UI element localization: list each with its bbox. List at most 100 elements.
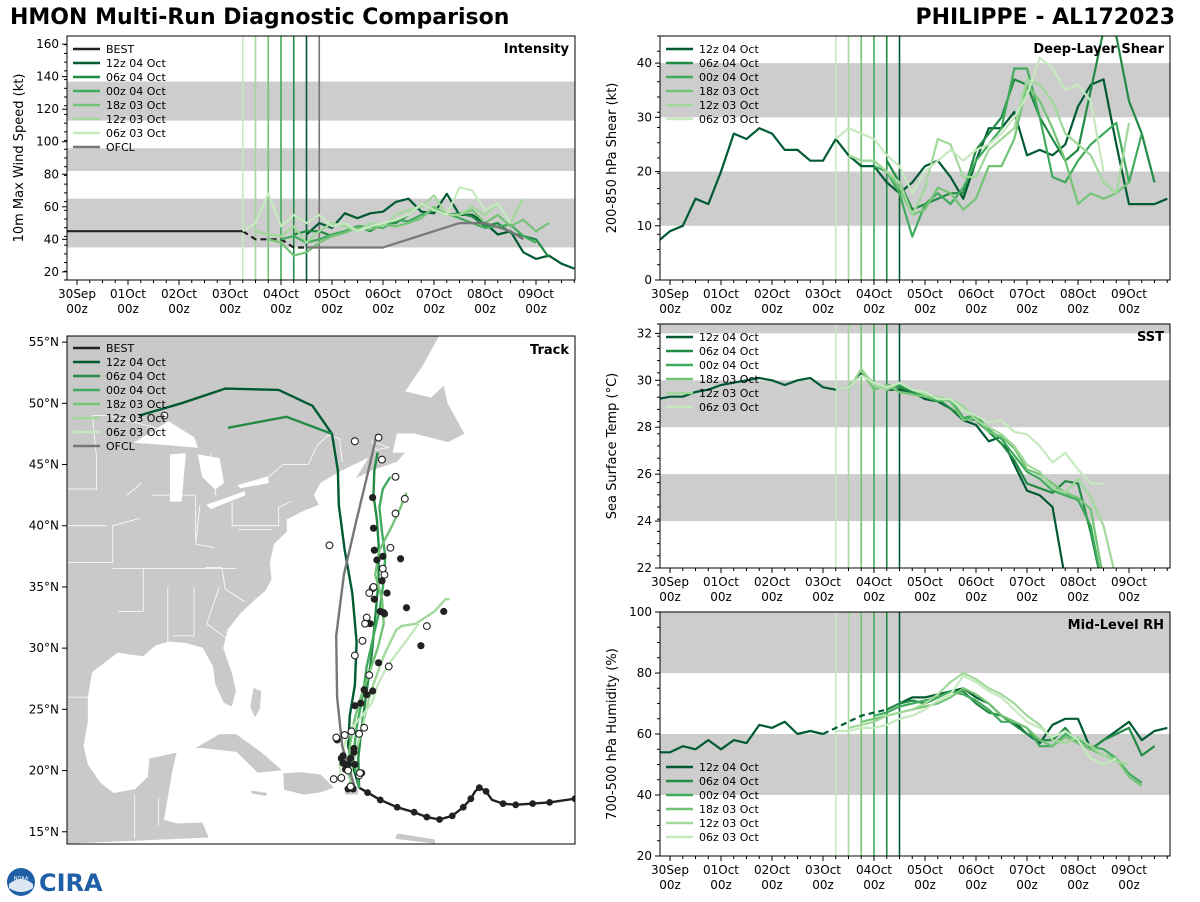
sst-xtick-sub: 00z: [863, 590, 885, 604]
shear-xtick-label: 03Oct: [805, 287, 841, 301]
shear-title: Deep-Layer Shear: [1033, 42, 1164, 57]
track-forecast-point-filled: [350, 748, 358, 756]
sst-ytick-label: 28: [637, 420, 652, 434]
border-line: [205, 567, 246, 602]
intensity-ytick-label: 160: [36, 37, 59, 51]
sst-band-2: [660, 324, 1170, 334]
sst-legend-label: 12z 04 Oct: [699, 331, 759, 344]
track-best-point: [482, 787, 490, 795]
rh-series-00z-04-oct: [873, 690, 1143, 784]
rh-xtick-label: 08Oct: [1060, 863, 1096, 877]
sst-title: SST: [1137, 330, 1164, 345]
panel-shear: 01020304030Sep00z01Oct00z02Oct00z03Oct00…: [605, 35, 1171, 316]
lake-4: [237, 476, 269, 489]
intensity-xtick-sub: 00z: [525, 302, 547, 316]
border-line: [263, 434, 343, 482]
rh-xtick-label: 01Oct: [703, 863, 739, 877]
track-forecast-point-open: [361, 619, 369, 628]
sst-band-1: [660, 380, 1170, 428]
lake-0: [133, 421, 198, 448]
track-best-point: [459, 803, 467, 811]
track-forecast-point-open: [160, 411, 169, 420]
track-forecast-point-open: [378, 564, 387, 573]
sst-xtick-label: 05Oct: [907, 575, 943, 589]
rh-legend-label: 06z 04 Oct: [699, 775, 759, 788]
rh-xtick-label: 30Sep: [651, 863, 689, 877]
sst-xtick-label: 03Oct: [805, 575, 841, 589]
track-best-point: [512, 801, 520, 809]
rh-legend-label: 06z 03 Oct: [699, 831, 759, 844]
figure-title-left: HMON Multi-Run Diagnostic Comparison: [10, 5, 510, 30]
track-best-point: [410, 808, 418, 816]
track-lat-tick-label: 35°N: [29, 580, 59, 594]
track-best-point: [499, 800, 507, 808]
sst-xtick-sub: 00z: [1118, 590, 1140, 604]
track-best-point: [448, 812, 456, 820]
track-forecast-point-open: [355, 769, 364, 777]
border-line: [231, 500, 292, 527]
rh-xtick-label: 06Oct: [958, 863, 994, 877]
intensity-ytick-label: 100: [36, 135, 59, 149]
cira-logo: NOAA CIRA: [5, 866, 115, 902]
shear-xtick-sub: 00z: [863, 302, 885, 316]
shear-ytick-label: 20: [637, 165, 652, 179]
rh-legend-label: 12z 03 Oct: [699, 817, 759, 830]
intensity-ylabel: 10m Max Wind Speed (kt): [12, 74, 27, 243]
sst-series-12z-03-oct: [847, 367, 1115, 568]
shear-legend-label: 06z 03 Oct: [699, 113, 759, 126]
track-forecast-point-filled: [369, 687, 377, 695]
border-line: [67, 518, 140, 563]
track-forecast-point-filled: [374, 659, 383, 667]
rh-xtick-sub: 00z: [914, 878, 936, 892]
shear-ylabel: 200-850 hPa Shear (kt): [605, 83, 620, 234]
rh-xtick-sub: 00z: [710, 878, 732, 892]
intensity-xtick-label: 03Oct: [212, 287, 248, 301]
rh-xtick-sub: 00z: [1067, 878, 1089, 892]
track-forecast-point-filled: [380, 609, 388, 617]
rh-xtick-label: 05Oct: [907, 863, 943, 877]
track-best-point: [467, 795, 475, 803]
shear-ytick-label: 40: [637, 56, 652, 70]
shear-xtick-sub: 00z: [812, 302, 834, 316]
sst-xtick-sub: 00z: [761, 590, 783, 604]
track-legend-label: 00z 04 Oct: [106, 384, 166, 397]
rh-legend-label: 00z 04 Oct: [699, 789, 759, 802]
intensity-xtick-label: 01Oct: [110, 287, 146, 301]
intensity-ytick-label: 140: [36, 70, 59, 84]
track-forecast-point-filled: [339, 759, 347, 767]
border-line: [109, 415, 157, 429]
shear-xtick-label: 01Oct: [703, 287, 739, 301]
sst-xtick-sub: 00z: [710, 590, 732, 604]
sst-ytick-label: 32: [637, 326, 652, 340]
track-forecast-point-filled: [369, 524, 378, 532]
intensity-xtick-sub: 00z: [321, 302, 343, 316]
shear-legend-label: 18z 03 Oct: [699, 85, 759, 98]
track-forecast-point-open: [325, 541, 334, 550]
shear-legend-label: 00z 04 Oct: [699, 71, 759, 84]
intensity-xtick-label: 02Oct: [161, 287, 197, 301]
rh-legend-label: 12z 04 Oct: [699, 761, 759, 774]
sst-xtick-sub: 00z: [914, 590, 936, 604]
rh-legend-label: 18z 03 Oct: [699, 803, 759, 816]
sst-xtick-label: 30Sep: [651, 575, 689, 589]
land-4: [250, 789, 269, 797]
rh-xtick-sub: 00z: [761, 878, 783, 892]
intensity-legend-label: BEST: [106, 43, 134, 56]
intensity-legend-label: 18z 03 Oct: [106, 99, 166, 112]
intensity-series-06z-03-oct: [242, 186, 512, 233]
panel-sst: 22242628303230Sep00z01Oct00z02Oct00z03Oc…: [605, 323, 1171, 604]
track-frame: [66, 335, 576, 845]
intensity-xtick-label: 06Oct: [365, 287, 401, 301]
track-forecast-point-open: [391, 509, 400, 518]
intensity-xtick-sub: 00z: [219, 302, 241, 316]
intensity-xtick-sub: 00z: [423, 302, 445, 316]
sst-ytick-label: 30: [637, 373, 652, 387]
track-forecast-point-open: [332, 733, 341, 742]
intensity-band-1: [67, 148, 575, 172]
panel-intensity: 2040608010012014016030Sep00z01Oct00z02Oc…: [12, 35, 576, 316]
track-forecast-point-open: [384, 662, 393, 671]
track-best-point: [546, 798, 553, 806]
intensity-xtick-sub: 00z: [66, 302, 88, 316]
intensity-legend-label: 00z 04 Oct: [106, 85, 166, 98]
land-7: [394, 832, 436, 844]
